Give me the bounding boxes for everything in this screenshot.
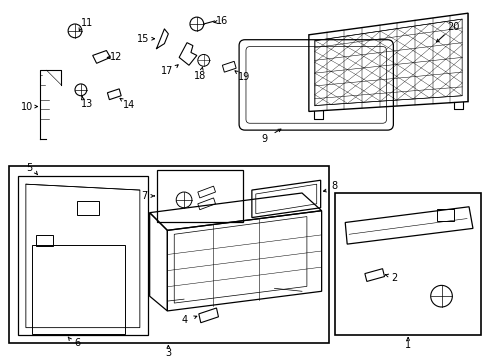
Text: 17: 17: [161, 66, 173, 76]
Text: 3: 3: [165, 348, 171, 358]
Text: 18: 18: [193, 71, 205, 81]
Text: 13: 13: [81, 99, 93, 109]
Text: 7: 7: [142, 191, 147, 201]
Bar: [335, 193, 480, 336]
Bar: [32, 245, 125, 333]
Text: 15: 15: [136, 34, 149, 44]
Bar: [156, 170, 243, 221]
Text: 8: 8: [331, 181, 337, 191]
Text: 11: 11: [81, 18, 93, 28]
Text: 5: 5: [27, 163, 33, 174]
Bar: [36, 235, 53, 246]
Text: 4: 4: [182, 315, 188, 325]
Text: 16: 16: [216, 16, 228, 26]
Bar: [436, 209, 453, 221]
Text: 10: 10: [20, 102, 33, 112]
Text: 6: 6: [75, 338, 81, 348]
Bar: [18, 176, 147, 336]
Bar: [77, 201, 99, 215]
Text: 19: 19: [237, 72, 250, 82]
Text: 2: 2: [390, 273, 397, 283]
Text: 1: 1: [404, 340, 410, 350]
Text: 12: 12: [110, 53, 122, 62]
Text: 14: 14: [122, 100, 135, 109]
Bar: [9, 166, 328, 343]
Text: 9: 9: [261, 134, 267, 144]
Text: 20: 20: [446, 22, 459, 32]
